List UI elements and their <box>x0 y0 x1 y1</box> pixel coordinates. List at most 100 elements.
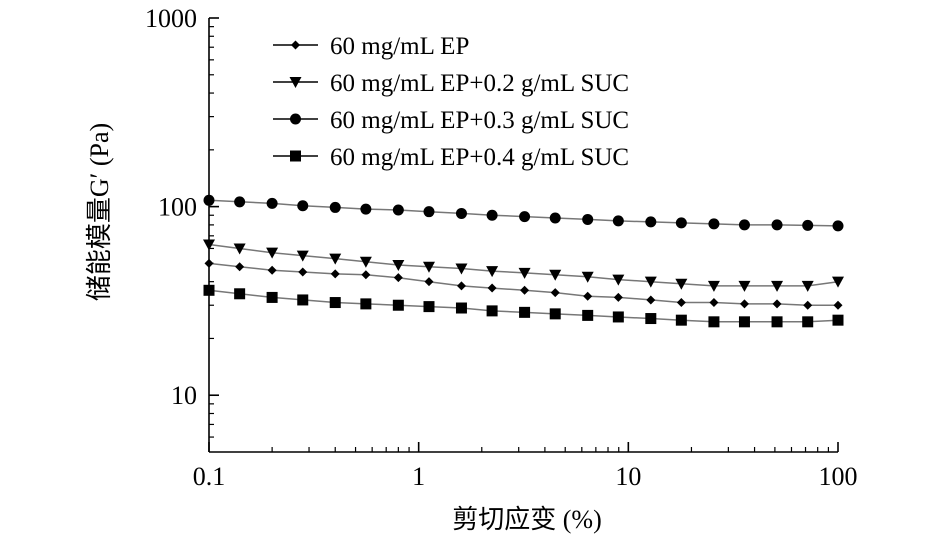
data-point <box>455 263 468 275</box>
data-point <box>581 271 594 283</box>
y-tick-label: 100 <box>158 193 197 222</box>
data-point <box>549 212 561 224</box>
legend-marker <box>290 150 301 162</box>
data-point <box>582 213 594 225</box>
data-point <box>832 220 844 232</box>
data-point <box>360 298 372 310</box>
data-point <box>708 316 720 328</box>
data-point <box>329 297 341 309</box>
data-point <box>298 267 308 277</box>
data-point <box>329 201 341 213</box>
legend-label: 60 mg/mL EP <box>330 33 469 60</box>
data-point <box>675 314 687 326</box>
ticks: 0.1 1 10 100 10 100 1000 <box>145 4 858 491</box>
data-point <box>707 280 720 292</box>
data-point <box>612 311 624 323</box>
series-layer <box>203 194 844 328</box>
data-point <box>296 250 309 262</box>
axes <box>208 18 838 453</box>
data-point <box>392 260 405 272</box>
data-point <box>519 211 531 223</box>
legend-entry: 60 mg/mL EP+0.2 g/mL SUC <box>273 70 629 97</box>
data-point <box>456 281 466 291</box>
data-point <box>675 217 687 229</box>
data-point <box>203 194 215 206</box>
data-point <box>613 292 623 302</box>
data-point <box>832 276 844 288</box>
data-point <box>423 206 435 218</box>
data-point <box>771 316 783 328</box>
legend-entry: 60 mg/mL EP+0.4 g/mL SUC <box>273 144 629 171</box>
data-point <box>486 305 498 317</box>
data-point <box>203 239 215 251</box>
data-point <box>833 300 843 310</box>
data-point <box>297 200 309 212</box>
data-point <box>486 266 499 278</box>
legend-label: 60 mg/mL EP+0.4 g/mL SUC <box>330 144 629 171</box>
data-point <box>329 253 342 265</box>
data-point <box>739 299 749 309</box>
data-point <box>676 298 686 308</box>
data-point <box>360 203 372 215</box>
legend-label: 60 mg/mL EP+0.2 g/mL SUC <box>330 70 629 97</box>
data-point <box>583 291 593 301</box>
data-point <box>392 299 404 311</box>
data-point <box>235 262 245 272</box>
data-point <box>738 219 750 231</box>
data-point <box>233 243 246 255</box>
data-point <box>801 280 814 292</box>
data-point <box>646 295 656 305</box>
x-tick-label: 0.1 <box>193 462 226 491</box>
data-point <box>550 288 560 298</box>
y-tick-label: 10 <box>171 381 197 410</box>
y-tick-label: 1000 <box>145 4 197 33</box>
data-point <box>487 283 497 293</box>
data-point <box>267 265 277 275</box>
legend-entry: 60 mg/mL EP <box>273 33 469 60</box>
legend-marker <box>290 113 301 125</box>
data-point <box>455 302 467 314</box>
data-point <box>422 261 435 273</box>
data-point <box>644 276 657 288</box>
data-point <box>803 300 813 310</box>
data-point <box>234 288 246 300</box>
data-point <box>675 278 688 290</box>
data-point <box>520 285 530 295</box>
data-point <box>582 309 594 321</box>
x-axis-title: 剪切应变 (%) <box>452 505 601 534</box>
data-point <box>549 308 561 320</box>
data-point <box>738 316 750 328</box>
data-point <box>771 280 784 292</box>
legend-marker <box>291 40 300 50</box>
data-point <box>203 284 215 296</box>
data-point <box>709 298 719 308</box>
data-point <box>771 219 783 231</box>
data-point <box>802 316 814 328</box>
data-point <box>361 270 371 280</box>
data-point <box>549 269 562 281</box>
legend-label: 60 mg/mL EP+0.3 g/mL SUC <box>330 107 629 134</box>
legend: 60 mg/mL EP 60 mg/mL EP+0.2 g/mL SUC 60 mg… <box>273 33 629 171</box>
series <box>203 194 844 232</box>
data-point <box>518 267 531 279</box>
data-point <box>612 215 624 227</box>
legend-entry: 60 mg/mL EP+0.3 g/mL SUC <box>273 107 629 134</box>
data-point <box>330 269 340 279</box>
data-point <box>266 197 278 209</box>
data-point <box>832 314 844 326</box>
x-tick-label: 1 <box>412 462 425 491</box>
series <box>204 258 843 310</box>
data-point <box>392 204 404 216</box>
data-point <box>802 219 814 231</box>
data-point <box>645 313 657 325</box>
data-point <box>297 294 309 306</box>
data-point <box>266 247 279 259</box>
data-point <box>772 299 782 309</box>
y-axis-title: 储能模量G′ (Pa) <box>85 123 114 301</box>
data-point <box>455 207 467 219</box>
data-point <box>424 277 434 287</box>
series <box>203 284 844 328</box>
data-point <box>204 258 214 268</box>
data-point <box>393 273 403 283</box>
